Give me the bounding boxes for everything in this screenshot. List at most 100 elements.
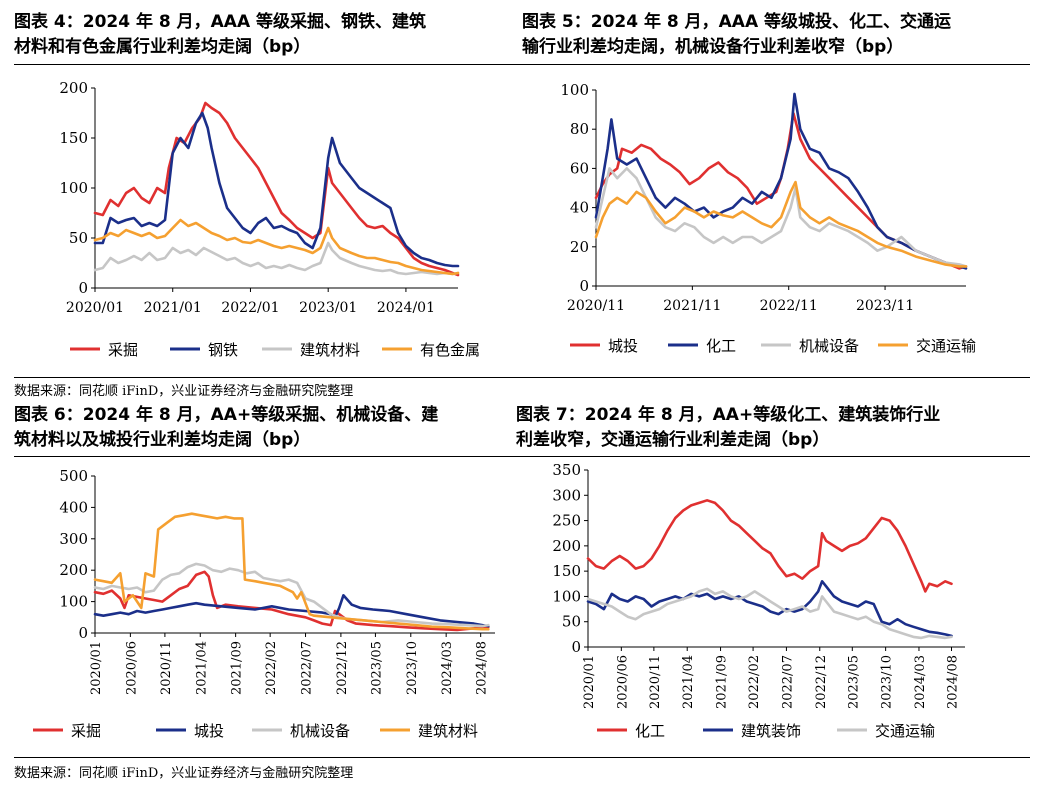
c6-series-城投 [93, 594, 490, 628]
c6-x-tick-label: 2022/07 [300, 641, 315, 695]
chart4-title-line2: 材料和有色金属行业利差均走阔（bp） [14, 37, 311, 57]
source-note-bottom: 数据来源：同花顺 iFinD，兴业证券经济与金融研究院整理 [14, 766, 354, 781]
c4-legend-label: 钢铁 [208, 341, 238, 359]
c4-y-tick-label: 0 [78, 279, 88, 297]
c7-y-tick-label: 100 [552, 587, 581, 605]
c7-legend-label: 建筑装饰 [741, 722, 801, 740]
c6-x-tick-label: 2023/10 [405, 641, 420, 695]
c6-x-tick-label: 2020/06 [124, 641, 139, 695]
c6-legend-label: 城投 [194, 722, 224, 740]
c7-x-tick-label: 2022/07 [780, 655, 795, 709]
c6-y-tick-label: 0 [78, 624, 88, 642]
c7-x-tick-label: 2020/06 [615, 655, 630, 709]
c7-x-tick-label: 2024/08 [946, 655, 961, 709]
c7-x-tick-label: 2020/01 [582, 655, 597, 709]
c7-y-tick-label: 0 [571, 638, 581, 656]
c4-x-tick-label: 2023/01 [299, 300, 357, 316]
c7-series-化工 [586, 499, 953, 593]
c5-y-tick-label: 40 [570, 199, 589, 217]
chart6-title-line2: 筑材料以及城投行业利差均走阔（bp） [14, 430, 311, 450]
c6-x-tick-label: 2023/05 [369, 641, 384, 695]
c5-series-交通运输 [594, 180, 968, 268]
c6-x-tick-label: 2021/09 [230, 641, 245, 695]
c6-x-tick-label: 2024/03 [440, 641, 455, 695]
c7-x-tick-label: 2023/10 [880, 655, 895, 709]
c6-x-tick-label: 2020/01 [89, 641, 104, 695]
chart4-title-line1: 图表 4：2024 年 8 月，AAA 等级采掘、钢铁、建筑 [14, 12, 427, 32]
c7-legend-label: 交通运输 [875, 722, 935, 740]
c6-x-tick-label: 2024/08 [475, 641, 490, 695]
chart7-title-line1: 图表 7：2024 年 8 月，AA+等级化工、建筑装饰行业 [516, 405, 941, 425]
c6-x-tick-label: 2020/11 [159, 641, 174, 695]
c6-y-tick-label: 100 [59, 593, 88, 611]
c7-series-建筑装饰 [586, 580, 953, 638]
c5-y-tick-label: 100 [560, 81, 589, 99]
c4-y-tick-label: 200 [59, 79, 88, 97]
divider-mid [14, 377, 1030, 378]
c6-x-tick-label: 2021/04 [194, 641, 209, 695]
c7-x-tick-label: 2022/12 [814, 655, 829, 709]
c6-legend-label: 建筑材料 [418, 722, 478, 740]
c5-legend-label: 化工 [706, 337, 736, 355]
c4-y-tick-label: 100 [59, 179, 88, 197]
c5-x-tick-label: 2023/11 [856, 298, 914, 314]
c4-legend-label: 建筑材料 [300, 341, 360, 359]
c5-legend-label: 机械设备 [799, 337, 859, 355]
divider-bottom [14, 757, 1030, 758]
c7-x-tick-label: 2020/11 [648, 655, 663, 709]
c5-series-化工 [594, 92, 968, 270]
c7-x-tick-label: 2021/04 [681, 655, 696, 709]
c6-y-tick-label: 400 [59, 498, 88, 516]
chart6-title-line1: 图表 6：2024 年 8 月，AA+等级采掘、机械设备、建 [14, 405, 439, 425]
c5-x-tick-label: 2020/11 [567, 298, 625, 314]
c7-y-tick-label: 150 [552, 562, 581, 580]
c7-x-tick-label: 2024/03 [913, 655, 928, 709]
chart7-title-line2: 利差收窄，交通运输行业利差走阔（bp） [516, 430, 830, 450]
c7-y-tick-label: 300 [552, 486, 581, 504]
source-note-top: 数据来源：同花顺 iFinD，兴业证券经济与金融研究院整理 [14, 384, 354, 399]
c5-y-tick-label: 80 [570, 120, 589, 138]
c4-x-tick-label: 2021/01 [144, 300, 202, 316]
c4-y-tick-label: 150 [59, 129, 88, 147]
c7-x-tick-label: 2022/02 [747, 655, 762, 709]
chart5-title-line2: 输行业利差均走阔，机械设备行业利差收窄（bp） [522, 37, 904, 57]
c6-y-tick-label: 300 [59, 530, 88, 548]
c7-series-交通运输 [586, 587, 953, 640]
c4-legend-label: 采掘 [108, 341, 138, 359]
c6-legend-label: 采掘 [71, 722, 101, 740]
c4-x-tick-label: 2022/01 [221, 300, 279, 316]
c4-series-钢铁 [93, 111, 460, 268]
c4-y-tick-label: 50 [69, 229, 88, 247]
c6-y-tick-label: 500 [59, 467, 88, 485]
c7-x-tick-label: 2023/05 [846, 655, 861, 709]
c7-y-tick-label: 250 [552, 512, 581, 530]
divider-top [14, 64, 1030, 65]
c7-x-tick-label: 2021/09 [715, 655, 730, 709]
c6-series-机械设备 [93, 562, 490, 628]
c6-series-建筑材料 [93, 512, 490, 631]
c5-legend-label: 城投 [608, 337, 638, 355]
c4-series-有色金属 [93, 218, 460, 276]
c6-y-tick-label: 200 [59, 561, 88, 579]
c7-y-tick-label: 350 [552, 461, 581, 479]
c5-y-tick-label: 0 [579, 277, 589, 295]
c7-y-tick-label: 50 [562, 613, 581, 631]
c5-y-tick-label: 20 [570, 238, 589, 256]
c4-x-tick-label: 2020/01 [66, 300, 124, 316]
c4-x-tick-label: 2024/01 [377, 300, 435, 316]
c7-y-tick-label: 200 [552, 537, 581, 555]
c6-x-tick-label: 2022/02 [264, 641, 279, 695]
c5-legend-label: 交通运输 [916, 337, 976, 355]
c5-y-tick-label: 60 [570, 159, 589, 177]
c4-series-建筑材料 [93, 241, 460, 276]
divider-lower [14, 456, 1030, 457]
c5-x-tick-label: 2022/11 [760, 298, 818, 314]
c4-legend-label: 有色金属 [420, 341, 480, 359]
c6-legend-label: 机械设备 [290, 722, 350, 740]
chart5-title-line1: 图表 5：2024 年 8 月，AAA 等级城投、化工、交通运 [522, 12, 952, 32]
c5-x-tick-label: 2021/11 [663, 298, 721, 314]
c6-x-tick-label: 2022/12 [335, 641, 350, 695]
c4-series-采掘 [93, 101, 460, 277]
c7-legend-label: 化工 [635, 722, 665, 740]
